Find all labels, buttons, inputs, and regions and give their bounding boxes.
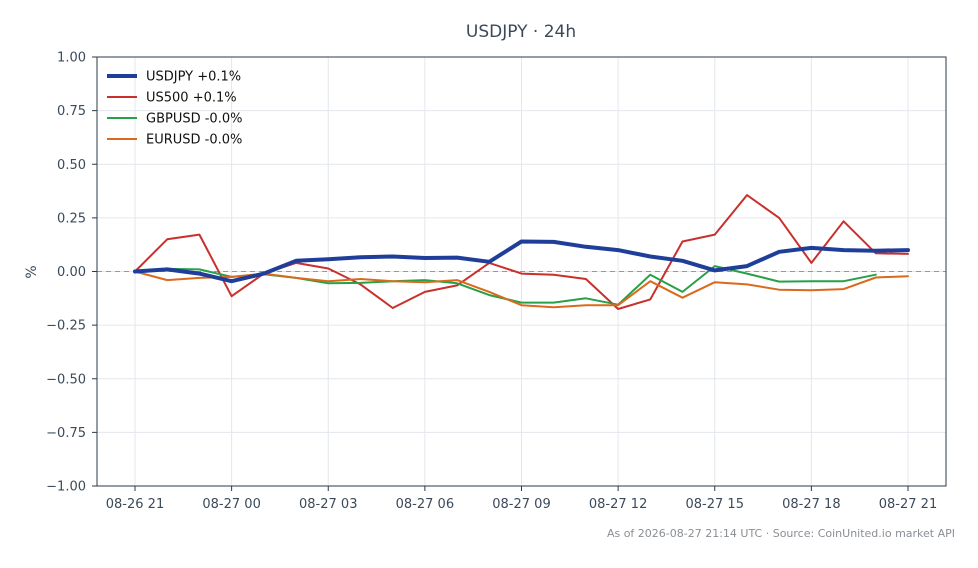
y-tick-label: 0.50 (57, 158, 86, 173)
x-axis: 08-26 21 08-27 00 08-27 03 08-27 06 08-27 09… (106, 486, 937, 512)
x-tick-label: 08-27 15 (686, 497, 744, 512)
chart-title: USDJPY · 24h (466, 22, 576, 42)
legend: USDJPY +0.1% US500 +0.1% GBPUSD -0.0% EURUS… (107, 70, 242, 148)
legend-label: USDJPY +0.1% (146, 70, 241, 85)
y-tick-label: −1.00 (46, 480, 86, 495)
source-footnote: As of 2026-08-27 21:14 UTC · Source: Coi… (607, 527, 955, 540)
x-tick-label: 08-26 21 (106, 497, 164, 512)
x-tick-label: 08-27 00 (202, 497, 260, 512)
y-tick-label: −0.75 (46, 426, 86, 441)
x-tick-label: 08-27 12 (589, 497, 647, 512)
x-tick-label: 08-27 06 (396, 497, 454, 512)
y-tick-label: 0.75 (57, 104, 86, 119)
legend-label: US500 +0.1% (146, 91, 237, 106)
series-lines (133, 194, 910, 310)
x-tick-label: 08-27 03 (299, 497, 357, 512)
y-tick-label: −0.50 (46, 372, 86, 387)
series-line-usdjpy (133, 239, 910, 284)
y-axis-label: % (24, 265, 40, 278)
y-tick-label: 0.00 (57, 265, 86, 280)
y-axis: 1.00 0.75 0.50 0.25 0.00 −0.25 −0.50 −0.75 −1.00 (46, 51, 97, 495)
y-tick-label: −0.25 (46, 319, 86, 334)
x-tick-label: 08-27 18 (782, 497, 840, 512)
y-tick-label: 0.25 (57, 211, 86, 226)
x-tick-label: 08-27 09 (492, 497, 550, 512)
legend-label: GBPUSD -0.0% (146, 112, 242, 127)
y-tick-label: 1.00 (57, 51, 86, 66)
legend-label: EURUSD -0.0% (146, 133, 242, 148)
x-tick-label: 08-27 21 (879, 497, 937, 512)
